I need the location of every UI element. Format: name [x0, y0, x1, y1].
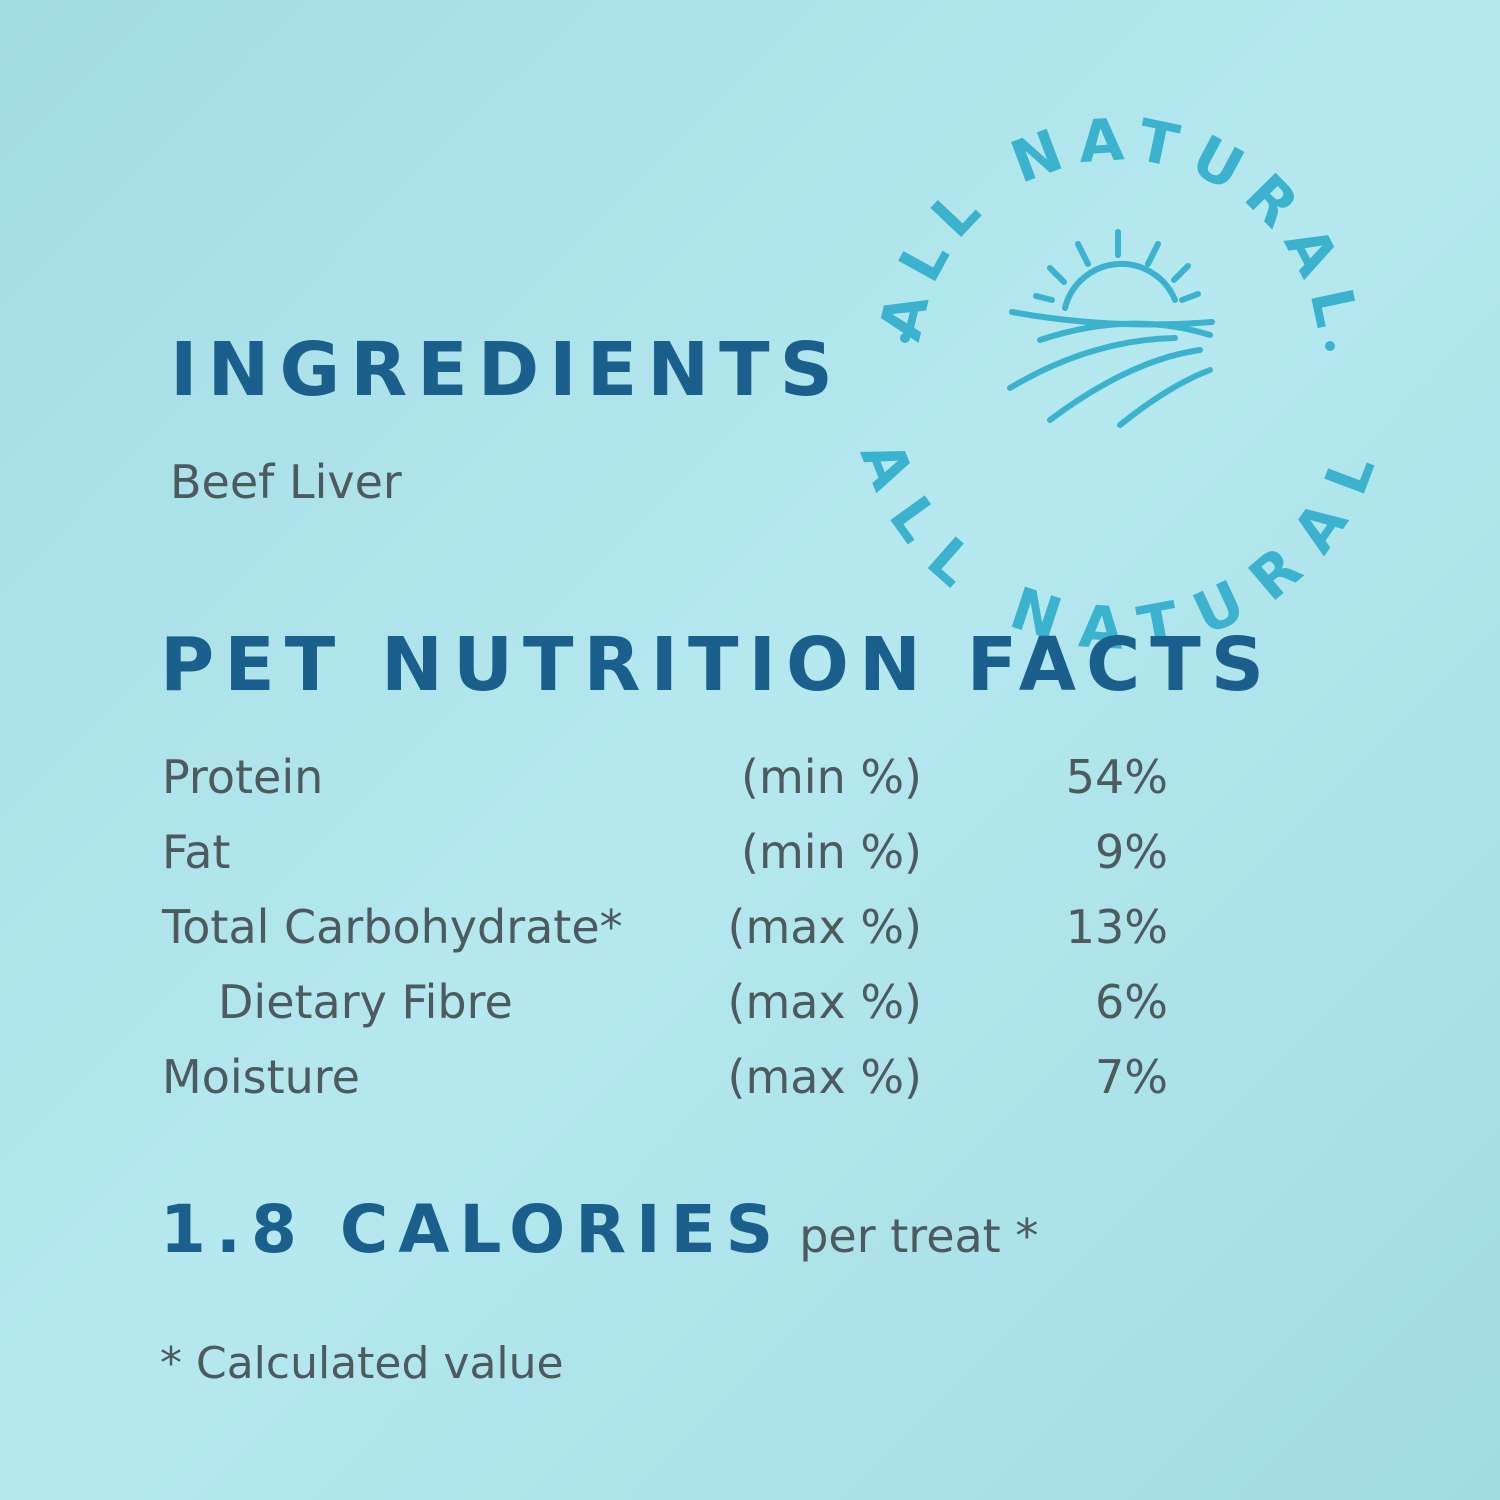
ingredients-title: INGREDIENTS [170, 327, 843, 413]
ingredient: Beef Liver [170, 455, 402, 509]
row-value: 6% [1095, 975, 1168, 1029]
row-basis: (max %) [728, 1050, 922, 1104]
calories-line: 1.8 CALORIES per treat * [160, 1191, 1038, 1268]
badge-dot [1325, 341, 1335, 351]
row-name: Protein [162, 750, 323, 804]
row-name: Dietary Fibre [218, 975, 513, 1029]
calories-amount: 1.8 CALORIES [160, 1191, 783, 1268]
row-basis: (min %) [741, 750, 922, 804]
row-value: 7% [1095, 1050, 1168, 1104]
row-value: 9% [1095, 825, 1168, 879]
row-name: Moisture [162, 1050, 360, 1104]
row-name: Fat [162, 825, 230, 879]
row-name: Total Carbohydrate* [161, 900, 623, 954]
row-basis: (max %) [728, 900, 922, 954]
row-value: 54% [1066, 750, 1168, 804]
calories-unit: per treat * [799, 1209, 1038, 1263]
row-basis: (min %) [741, 825, 922, 879]
footnote: * Calculated value [160, 1338, 564, 1389]
badge-dot [900, 333, 910, 343]
row-basis: (max %) [728, 975, 922, 1029]
nutrition-table: Protein (min %) 54% Fat (min %) 9% Total Carbo… [161, 750, 1168, 1104]
nutrition-title: PET NUTRITION FACTS [160, 622, 1274, 708]
row-value: 13% [1066, 900, 1168, 954]
sun-icon [1007, 229, 1215, 428]
